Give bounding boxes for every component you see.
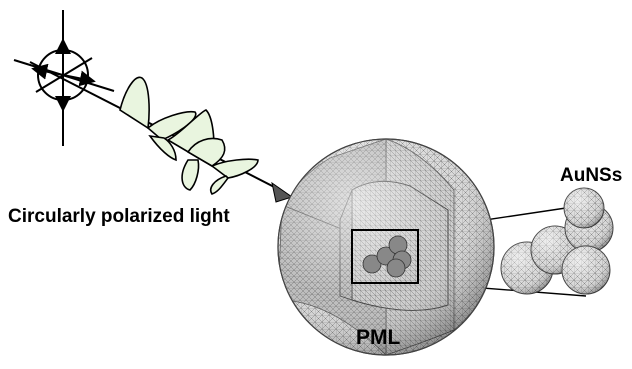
light-wave-icon bbox=[119, 76, 259, 195]
propagation-arrow-icon bbox=[271, 181, 294, 203]
light-label: Circularly polarized light bbox=[8, 206, 230, 227]
zoom-box bbox=[351, 229, 419, 284]
nanospheres-label: AuNSs bbox=[560, 165, 623, 186]
polarization-symbol-icon bbox=[13, 10, 115, 146]
small-nanospheres bbox=[362, 235, 412, 278]
pml-label: PML bbox=[356, 326, 401, 349]
nanosphere-cluster bbox=[500, 187, 614, 295]
